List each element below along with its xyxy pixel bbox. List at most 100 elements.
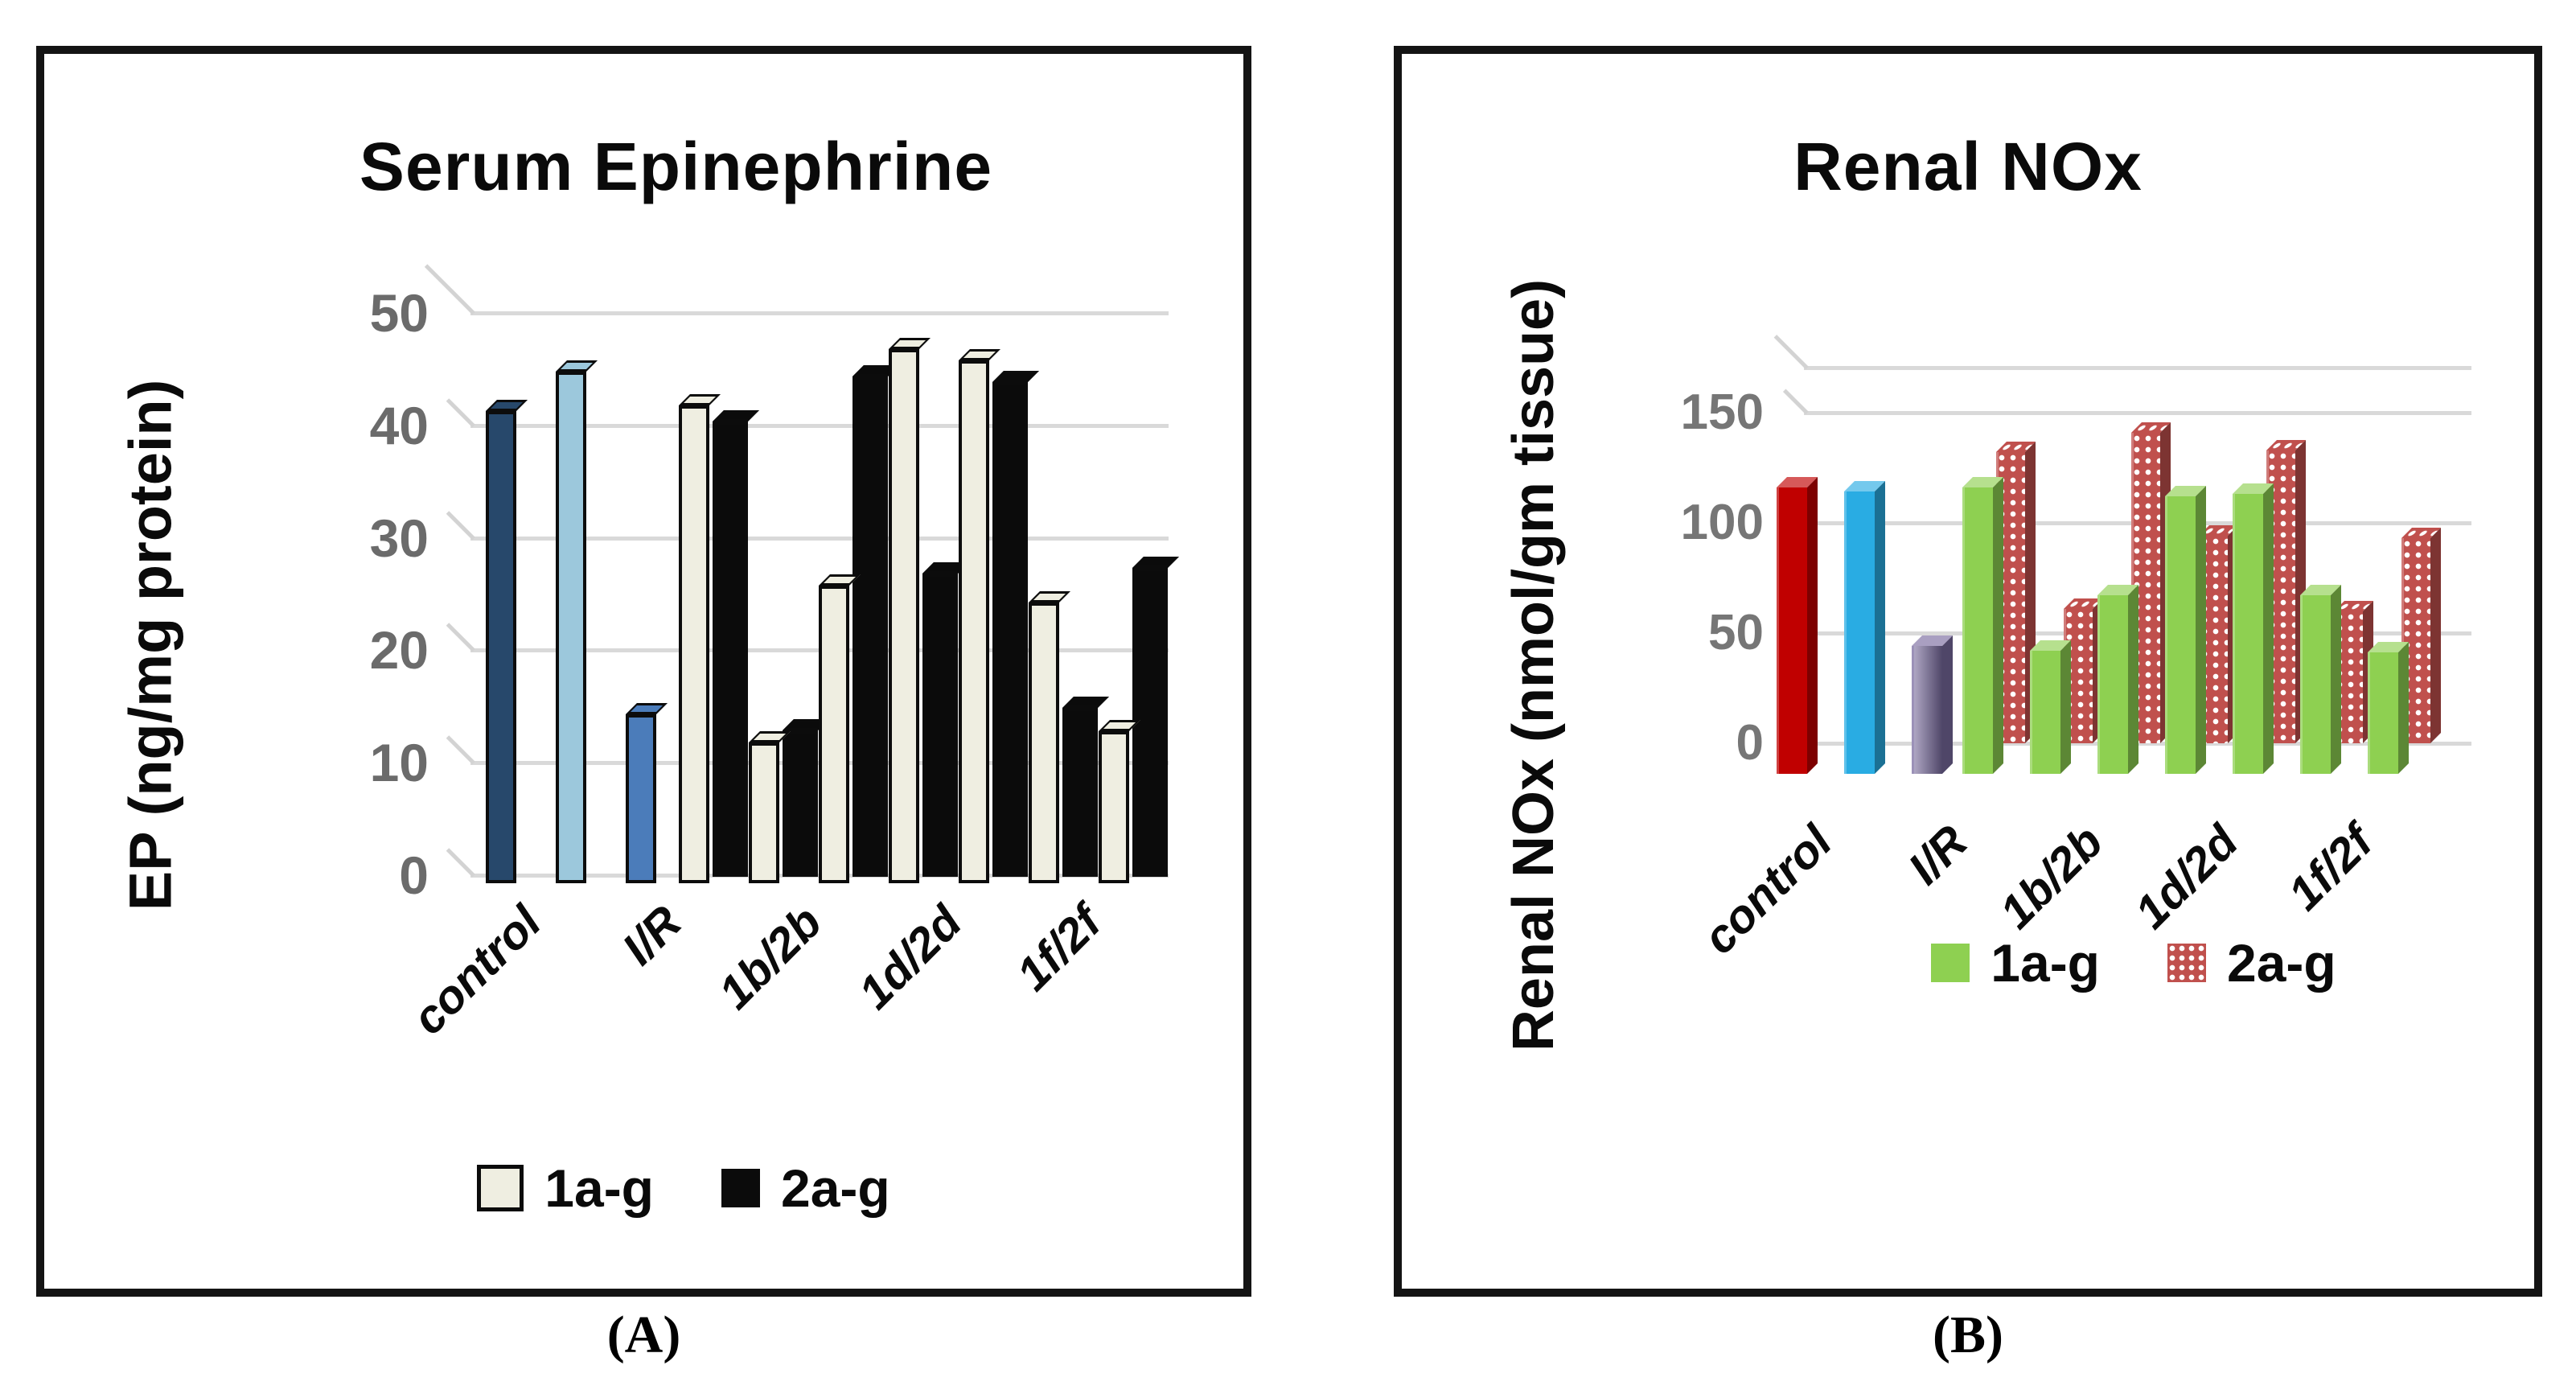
bar-face [679, 405, 709, 883]
bar-side-face [2128, 585, 2138, 774]
bar-1a-g [959, 348, 1000, 883]
y-tick-label: 0 [399, 845, 429, 905]
bar-top-face [679, 393, 721, 405]
bar-side-face [1875, 481, 1885, 774]
bar-side-face [2060, 639, 2071, 774]
bar-face [1844, 491, 1875, 774]
bar-1a-g [2368, 642, 2409, 774]
legend-swatch-2a-g [721, 1169, 760, 1207]
bar-side-face [2398, 642, 2409, 774]
bar-face [486, 410, 516, 883]
bar-side-face [1807, 476, 1818, 774]
bar-face [1029, 602, 1059, 883]
bar-top-face [713, 409, 759, 422]
bar-group-2 [556, 360, 598, 883]
bar-face [556, 371, 586, 883]
bar-side-face [1942, 635, 1953, 774]
y-tick-label: 40 [369, 395, 429, 455]
bar-2a-g [853, 364, 899, 877]
y-tick-label: 30 [369, 508, 429, 568]
bar-top-face [959, 348, 1000, 360]
bar-face [783, 730, 818, 877]
bar-side-face [2430, 528, 2441, 743]
bar-side-face [2263, 483, 2274, 774]
bar-2a-g [922, 561, 969, 877]
bar-top-face [1029, 590, 1070, 602]
x-tick-label-i-r: I/R [1898, 815, 1978, 895]
bar-face [2233, 494, 2263, 774]
bar-1a-g [1029, 590, 1070, 883]
bar-face [1777, 487, 1807, 774]
bar-group-2 [1844, 481, 1885, 774]
bar-side-face [1993, 476, 2003, 774]
bar-top-face [1062, 697, 1109, 709]
figure-panel-a: Serum Epinephrine EP (ng/mg protein) 0 10… [36, 46, 1251, 1297]
x-tick-label-1b-2b: 1b/2b [1989, 815, 2113, 939]
bar-1a-g [889, 337, 931, 883]
bar-face [626, 714, 656, 883]
legend-item-1a-g: 1a-g [477, 1158, 654, 1219]
bar-top-face [1132, 556, 1179, 568]
legend-swatch-1a-g [1931, 944, 1970, 982]
plot-area-renal-nox: 0 50 100 150 control I/R 1b/2b 1d/2d 1f/2f [1402, 54, 2534, 1289]
bar-2a-g [1062, 697, 1109, 877]
x-tick-label-1b-2b: 1b/2b [708, 895, 832, 1019]
legend-serum-epinephrine: 1a-g 2a-g [281, 1158, 1086, 1219]
legend-item-2a-g: 2a-g [2167, 932, 2336, 993]
bar-face [2401, 538, 2430, 743]
bar-1a-g [819, 574, 861, 883]
gridline-3d-tick [424, 264, 475, 315]
bar-2a-g [783, 719, 829, 877]
gridline-3d-tick [446, 735, 475, 765]
bar-face [992, 381, 1028, 877]
y-tick-label: 100 [1680, 495, 1764, 550]
bar-1a-g [679, 393, 721, 883]
bar-2a-g [2401, 528, 2441, 743]
bar-face [2097, 595, 2128, 774]
bar-face [2368, 652, 2398, 774]
bar-top-face [889, 337, 931, 349]
bar-2a-g [713, 409, 759, 877]
chart-title-renal-nox: Renal NOx [1793, 129, 2143, 204]
bar-2a-g [992, 370, 1039, 877]
bar-top-face [992, 370, 1039, 382]
gridline-3d-tick [446, 398, 475, 428]
bar-face [889, 348, 919, 883]
bar-1a-g [2030, 639, 2071, 774]
y-tick-label: 50 [369, 283, 429, 343]
bar-1a-g [2300, 585, 2341, 774]
bar-I/R [1912, 635, 1953, 774]
panel-caption-a: (A) [606, 1306, 681, 1364]
bar-face [749, 742, 779, 883]
legend-label-1a-g: 1a-g [544, 1158, 654, 1218]
bar-top-face [486, 399, 528, 411]
gridline [470, 311, 1169, 315]
figure-panel-b: Renal NOx Renal NOx (nmol/gm tissue) 0 50… [1394, 46, 2542, 1297]
y-tick-label: 150 [1680, 385, 1764, 440]
bar-face [959, 360, 989, 883]
gridline-3d-tick [446, 510, 475, 540]
bar-face [1912, 646, 1942, 774]
bar-1a-g [2097, 585, 2138, 774]
legend-item-2a-g: 2a-g [721, 1158, 890, 1219]
bar-1a-g [2233, 483, 2274, 774]
bar-top-face [556, 360, 598, 372]
legend-label-1a-g: 1a-g [1991, 933, 2100, 993]
x-tick-label-1d-2d: 1d/2d [848, 895, 972, 1019]
bar-1a-g [1962, 476, 2003, 774]
gridline-3d-tick [1782, 389, 1809, 415]
bar-top-face [626, 703, 668, 715]
bar-control [486, 399, 528, 883]
legend-renal-nox: 1a-g 2a-g [1772, 932, 2496, 993]
bar-1a-g [1099, 720, 1140, 883]
bar-side-face [2331, 585, 2341, 774]
bar-face [713, 421, 748, 877]
bar-control [1777, 476, 1818, 774]
bar-face [1962, 487, 1993, 774]
bar-face [853, 376, 888, 877]
legend-label-2a-g: 2a-g [2227, 933, 2336, 993]
back-wall-top-edge [1804, 366, 2471, 370]
bar-2a-g [1132, 556, 1179, 877]
gridline [470, 423, 1169, 428]
